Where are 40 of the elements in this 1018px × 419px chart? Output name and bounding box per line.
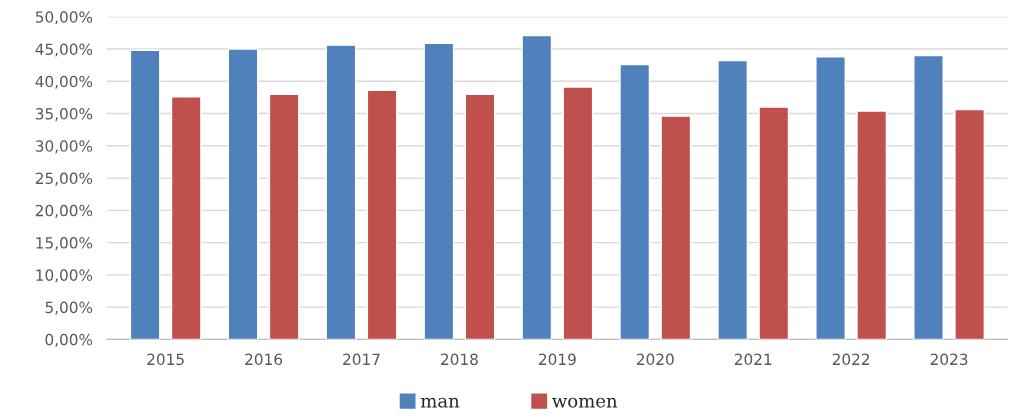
y-tick-label: 5,00%	[45, 301, 93, 315]
bar	[268, 93, 300, 340]
y-tick-label: 50,00%	[35, 11, 93, 25]
bar	[129, 49, 161, 340]
bar	[464, 93, 496, 340]
x-tick-label: 2023	[930, 353, 968, 366]
y-tick-label: 0,00%	[45, 333, 93, 347]
bar	[717, 59, 749, 340]
bar	[325, 44, 357, 340]
y-tick-label: 10,00%	[36, 269, 93, 283]
bar	[913, 54, 944, 340]
legend-label: man	[420, 397, 460, 408]
bar	[170, 96, 202, 340]
bar	[366, 89, 398, 340]
x-tick-label: 2021	[734, 353, 772, 366]
x-tick-label: 2016	[245, 353, 283, 366]
y-tick-label: 45,00%	[35, 43, 93, 57]
x-tick-label: 2017	[343, 353, 380, 366]
y-tick-label: 25,00%	[35, 172, 93, 186]
y-tick-label: 20,00%	[35, 204, 93, 218]
x-tick-label: 2020	[636, 353, 674, 366]
bar	[815, 56, 846, 340]
bar	[619, 63, 651, 340]
bar	[856, 110, 888, 340]
legend-label: women	[552, 397, 618, 408]
bar	[562, 86, 594, 340]
x-tick-label: 2015	[147, 353, 184, 366]
x-tick-label: 2022	[832, 353, 870, 366]
x-tick-label: 2018	[441, 353, 478, 366]
y-tick-label: 35,00%	[35, 108, 93, 122]
bar	[954, 108, 986, 340]
bar	[227, 48, 259, 340]
y-tick-label: 15,00%	[36, 237, 93, 251]
bar	[521, 34, 553, 340]
bar	[660, 115, 692, 340]
bar	[758, 106, 790, 340]
y-tick-label: 40,00%	[35, 75, 93, 89]
bar	[423, 42, 455, 340]
y-tick-label: 30,00%	[35, 140, 93, 154]
x-tick-label: 2019	[539, 353, 576, 366]
